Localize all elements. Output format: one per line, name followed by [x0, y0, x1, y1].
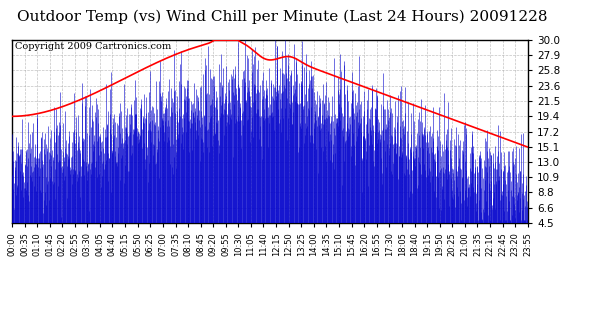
Text: Copyright 2009 Cartronics.com: Copyright 2009 Cartronics.com	[14, 42, 171, 51]
Text: Outdoor Temp (vs) Wind Chill per Minute (Last 24 Hours) 20091228: Outdoor Temp (vs) Wind Chill per Minute …	[17, 9, 547, 24]
